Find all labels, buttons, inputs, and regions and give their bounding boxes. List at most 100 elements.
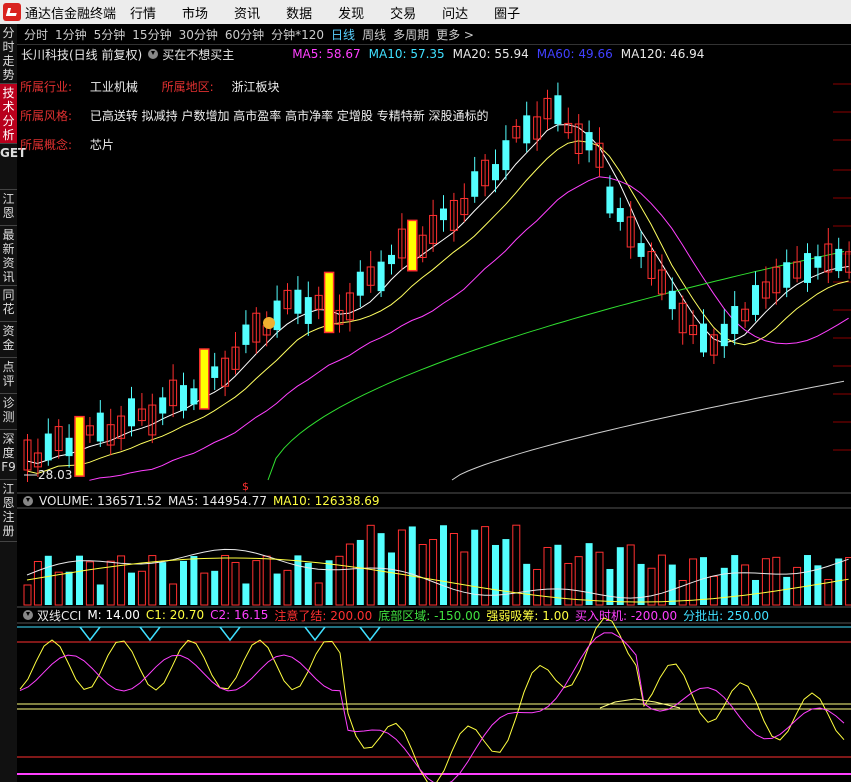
menu-item-quotes[interactable]: 行情 [130,6,157,22]
tab-technical-analysis[interactable]: 技术分析 [0,84,17,144]
menu-item-trade[interactable]: 交易 [390,6,417,22]
candle-down [752,285,759,315]
period-weekly[interactable]: 周线 [362,27,387,42]
volume-bar-down [585,543,593,605]
volume-bar-up [460,551,469,606]
signal-candle [407,219,418,272]
tab-timeshare[interactable]: 分时走势 [0,24,17,84]
candle-up [793,261,802,279]
volume-bar-up [106,560,115,606]
candle-up [449,199,458,231]
volume-bar-down [440,525,447,605]
candle-down [294,289,302,314]
volume-bar-up [543,546,552,606]
volume-bar-down [325,560,333,605]
candle-up [345,292,354,321]
period-15min[interactable]: 15分钟 [132,27,172,42]
period-60min[interactable]: 60分钟 [224,27,265,42]
period-multi[interactable]: 多周期 [393,27,430,42]
period-more[interactable]: 更多 > [436,27,474,42]
menu-item-data[interactable]: 数据 [286,6,313,22]
tab-tonghua[interactable]: 同花 [0,286,17,322]
industry-row: 所属行业: 工业机械 所属地区: 浙江板块 [20,78,280,95]
signal-candle [74,415,85,477]
candle-up [512,125,521,139]
period-daily[interactable]: 日线 [331,27,356,42]
tab-depth-f9[interactable]: 深度F9 [0,430,17,480]
candle-up [314,294,323,310]
volume-bar-up [657,554,666,606]
volume-bar-up [335,555,344,606]
period-timeshare[interactable]: 分时 [24,27,49,42]
candle-up [772,266,781,294]
tab-diagnosis[interactable]: 诊测 [0,394,17,430]
period-30min[interactable]: 30分钟 [178,27,218,42]
menu-item-market[interactable]: 市场 [182,6,209,22]
candle-up [678,302,687,334]
candle-down [440,208,447,221]
chart-header: 长川科技(日线 前复权) 买在不想买主 MA5: 58.67 MA10: 57.… [17,44,851,64]
candle-up [543,97,552,120]
tab-latest-news[interactable]: 最新资讯 [0,226,17,286]
volume-bar-down [502,539,510,605]
volume-bar-up [54,571,63,606]
formula-dropdown-icon[interactable] [148,49,159,59]
tab-capital[interactable]: 资金 [0,322,17,358]
industry-value: 工业机械 [89,80,138,94]
volume-bar-up [647,567,656,606]
cci-param-c2: C2: 16.15 [210,608,269,622]
candle-down [273,300,281,331]
cci-batch-out-marker [219,626,241,642]
candle-down [835,248,843,272]
candle-up [137,408,146,422]
period-120min[interactable]: 分钟*120 [271,27,325,42]
money-bag-icon [263,317,275,329]
candle-down [471,171,479,197]
candle-down [668,290,676,310]
volume-dropdown-icon[interactable] [23,496,33,506]
menu-item-discover[interactable]: 发现 [338,6,365,22]
candle-up [824,243,833,273]
volume-bar-up [283,569,292,606]
ma-lines [26,124,849,481]
candle-up [106,424,115,446]
volume-bar-up [397,529,406,606]
volume-bar-up [231,561,240,606]
candle-up [845,251,851,273]
tab-gann-register[interactable]: 江恩注册 [0,480,17,542]
candle-up [85,425,94,436]
volume-bar-down [159,562,167,605]
volume-bar-down [804,555,811,605]
cci-name[interactable]: 双线CCI [37,608,82,623]
volume-bar-up [761,558,770,606]
cci-batch-out-marker [304,626,326,642]
cci-param-c1: C1: 20.70 [145,608,205,622]
region-label: 所属地区: [161,80,214,94]
candle-down [96,412,104,442]
signal-formula-name[interactable]: 买在不想买主 [162,47,235,62]
volume-bar-up [481,526,490,606]
menu-item-ask[interactable]: 问达 [442,6,469,22]
period-5min[interactable]: 5分钟 [93,27,126,42]
industry-label: 所属行业: [20,80,73,94]
candle-down [720,323,728,347]
volume-bar-down [304,562,312,605]
volume-bar-down [731,555,739,605]
volume-bar-up [449,532,458,606]
volume-bar-down [408,526,416,605]
concept-value: 芯片 [89,138,114,152]
volume-bar-down [388,552,395,605]
ma5-line [26,124,849,465]
lowest-price-marker: 28.03 [38,468,72,482]
tab-gann[interactable]: 江恩 [0,190,17,226]
period-1min[interactable]: 1分钟 [55,27,87,42]
menu-bar: 通达信金融终端 行情 市场 资讯 数据 发现 交易 问达 圈子 [0,0,851,24]
style-row: 所属风格: 已高送转 拟减持 户数增加 高市盈率 高市净率 定增股 专精特新 深… [20,107,489,124]
menu-item-circle[interactable]: 圈子 [494,6,521,22]
candle-up [418,234,427,258]
volume-bar-down [76,555,83,605]
cci-dropdown-icon[interactable] [23,610,33,620]
menu-item-news[interactable]: 资讯 [234,6,261,22]
tab-review[interactable]: 点评 [0,358,17,394]
